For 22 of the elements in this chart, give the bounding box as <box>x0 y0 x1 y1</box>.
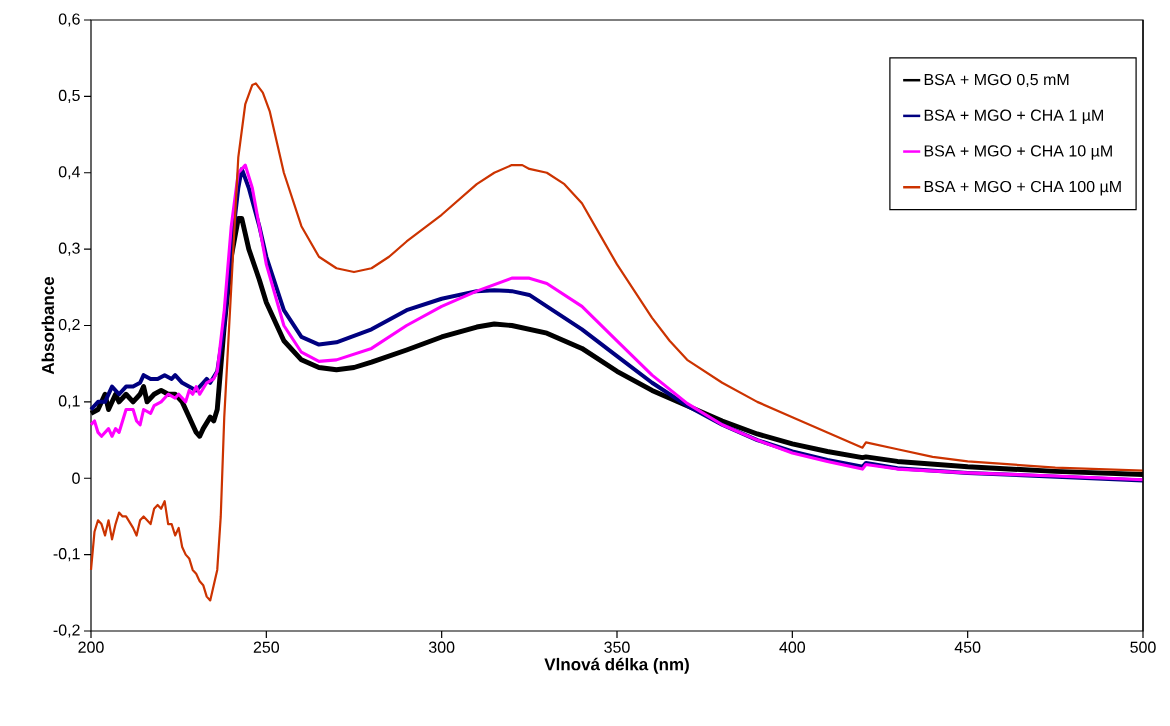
y-tick-label: 0,5 <box>58 89 80 103</box>
x-tick-label: 450 <box>954 641 981 653</box>
y-tick-label: -0,2 <box>53 624 80 638</box>
y-tick-label: 0,1 <box>58 395 80 409</box>
y-tick-label: 0 <box>72 472 80 484</box>
x-tick-label: 250 <box>253 641 280 653</box>
y-axis-title: Absorbance <box>41 276 55 375</box>
x-tick-label: 500 <box>1130 641 1156 653</box>
x-tick-label: 300 <box>428 641 455 653</box>
legend-label: BSA + MGO + CHA 1 µM <box>924 109 1103 125</box>
x-axis-title: Vlnová délka (nm) <box>544 657 689 674</box>
y-tick-label: 0,2 <box>58 318 80 333</box>
y-tick-label: 0,6 <box>58 13 80 27</box>
y-tick-label: 0,3 <box>58 242 80 256</box>
x-tick-label: 200 <box>78 641 104 653</box>
x-tick-label: 350 <box>604 641 630 653</box>
legend-label: BSA + MGO + CHA 10 µM <box>924 145 1112 160</box>
y-tick-label: -0,1 <box>53 548 80 562</box>
legend-label: BSA + MGO + CHA 100 µM <box>924 180 1121 196</box>
x-tick-label: 400 <box>779 641 806 653</box>
y-tick-label: 0,4 <box>58 166 80 180</box>
legend-label: BSA + MGO 0,5 mM <box>924 73 1069 88</box>
